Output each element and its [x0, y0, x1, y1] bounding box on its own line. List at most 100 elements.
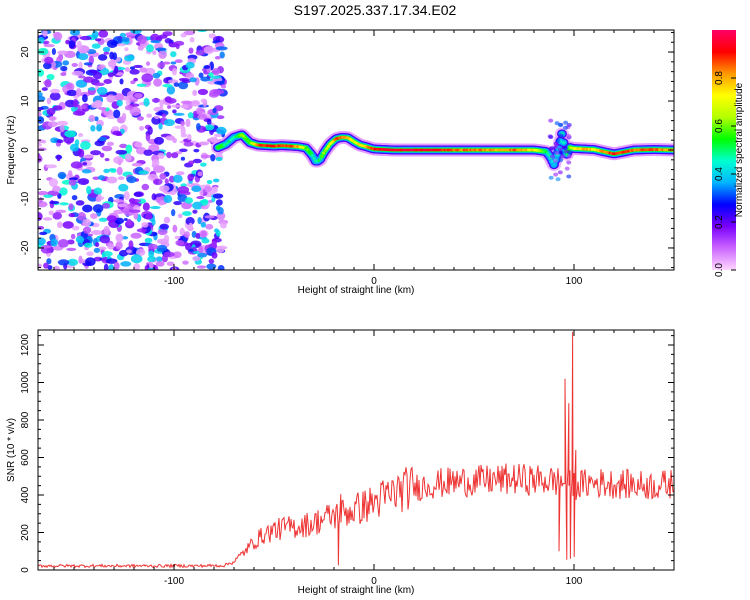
noise-blob	[201, 238, 210, 244]
noise-blob	[178, 81, 189, 90]
noise-blob	[98, 175, 105, 181]
noise-blob	[197, 171, 203, 177]
noise-blob	[75, 87, 82, 97]
noise-blob	[176, 171, 185, 176]
x-tick-label: 100	[566, 276, 583, 287]
burst-blob	[562, 125, 568, 130]
noise-blob	[200, 221, 207, 228]
snr-x-label: Height of straight line (km)	[298, 585, 415, 596]
noise-blob	[68, 179, 77, 186]
noise-blob	[212, 68, 221, 76]
noise-blob	[86, 185, 92, 195]
noise-blob	[130, 80, 136, 85]
noise-blob	[91, 30, 99, 39]
noise-blob	[133, 64, 143, 69]
noise-blob	[175, 43, 180, 50]
noise-blob	[137, 45, 144, 51]
noise-blob	[158, 122, 163, 130]
y-tick-label: -20	[20, 240, 31, 255]
noise-blob	[41, 87, 48, 91]
spectrogram-y-label: Frequency (Hz)	[6, 116, 17, 185]
noise-blob	[48, 210, 54, 216]
noise-blob	[171, 104, 182, 108]
noise-blob	[155, 261, 165, 267]
noise-blob	[66, 247, 77, 252]
noise-blob	[57, 239, 69, 248]
colorbar-ticks: 0.0 0.2 0.4 0.6 0.8	[714, 71, 736, 277]
noise-blob	[80, 104, 87, 110]
noise-blob	[147, 243, 158, 250]
noise-blob	[187, 173, 194, 182]
noise-blob	[119, 78, 124, 85]
noise-blob	[197, 252, 208, 258]
burst-blob	[558, 133, 564, 138]
noise-blob	[124, 47, 129, 52]
noise-blob	[214, 56, 221, 60]
noise-blob	[174, 235, 181, 240]
noise-blob	[38, 143, 43, 147]
noise-blob	[115, 72, 124, 76]
snr-x-ticks: -100 0 100	[53, 330, 675, 587]
noise-blob	[200, 154, 213, 159]
noise-blob	[128, 198, 136, 204]
noise-blob	[109, 51, 115, 60]
noise-blob	[128, 240, 134, 250]
noise-blob	[192, 255, 201, 262]
noise-blob	[53, 31, 63, 41]
noise-blob	[188, 248, 194, 253]
noise-blob	[216, 126, 227, 135]
burst-blob	[557, 147, 563, 152]
noise-blob	[114, 209, 122, 214]
noise-blob	[82, 204, 93, 213]
noise-blob	[212, 193, 224, 199]
noise-blob	[106, 215, 118, 222]
noise-blob	[189, 36, 195, 43]
noise-blob	[152, 72, 161, 79]
burst-blob	[558, 150, 564, 155]
noise-blob	[83, 62, 93, 66]
noise-blob	[116, 166, 123, 176]
noise-blob	[171, 68, 177, 76]
noise-blob	[187, 112, 194, 119]
noise-blob	[170, 51, 177, 58]
noise-blob	[210, 75, 222, 79]
burst-blob	[557, 122, 563, 127]
noise-blob	[106, 94, 116, 103]
noise-blob	[53, 265, 60, 270]
noise-blob	[143, 97, 150, 107]
noise-blob	[52, 185, 61, 192]
noise-blob	[166, 85, 176, 95]
noise-blob	[206, 263, 217, 270]
noise-blob	[159, 99, 164, 108]
noise-blob	[196, 195, 205, 200]
noise-blob	[122, 96, 129, 101]
burst-blob	[566, 154, 572, 159]
noise-blob	[136, 228, 148, 233]
noise-blob	[114, 93, 125, 102]
noise-blob	[60, 72, 67, 77]
noise-blob	[148, 250, 155, 258]
ridge-mark	[565, 152, 569, 156]
noise-blob	[159, 223, 169, 230]
y-tick-label: 600	[20, 449, 31, 466]
noise-blob	[103, 79, 112, 84]
noise-blob	[103, 225, 110, 235]
noise-blob	[197, 114, 208, 120]
ridge-mark	[310, 154, 314, 157]
noise-blob	[165, 135, 175, 141]
burst-blob	[548, 146, 554, 151]
noise-blob	[206, 119, 212, 126]
noise-blob	[62, 85, 68, 93]
noise-blob	[66, 89, 78, 97]
noise-blob	[71, 70, 84, 76]
noise-blob	[203, 46, 215, 54]
burst-blob	[555, 177, 561, 182]
snr-frame	[37, 329, 675, 571]
noise-blob	[185, 118, 191, 128]
noise-blob	[42, 30, 48, 37]
ridge-mark	[323, 149, 327, 153]
noise-blob	[70, 233, 76, 240]
noise-blob	[175, 239, 185, 246]
noise-blob	[62, 221, 74, 229]
